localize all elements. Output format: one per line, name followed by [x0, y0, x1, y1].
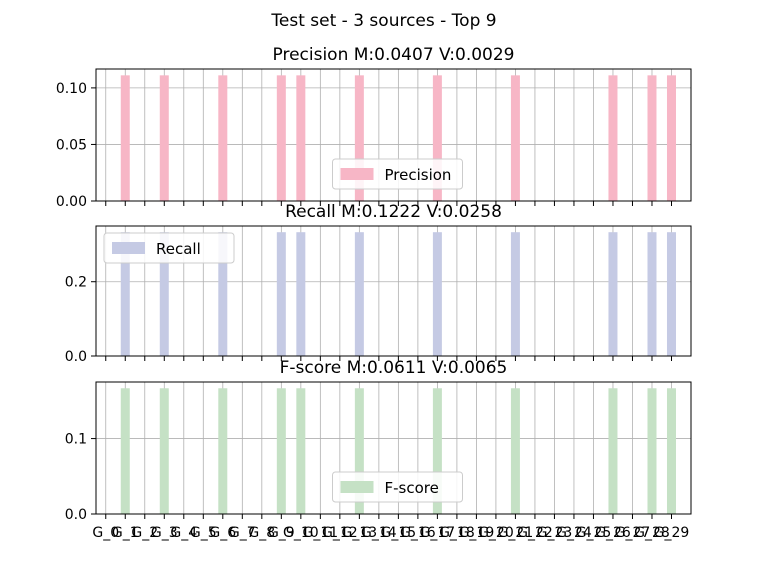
x-tick-label: G_26	[595, 525, 631, 541]
x-tick-label: G_19	[459, 525, 495, 541]
x-tick-label: G_15	[381, 525, 417, 541]
bar	[296, 75, 306, 201]
legend-swatch	[340, 168, 374, 180]
legend: F-score	[332, 471, 463, 503]
x-tick-label: G_24	[556, 525, 592, 541]
y-tick-label: 0.00	[56, 194, 87, 210]
bar	[608, 232, 618, 356]
bar	[666, 75, 676, 201]
x-tick-label: G_28	[634, 525, 670, 541]
x-tick-label: G_29	[654, 525, 690, 541]
bar	[218, 75, 228, 201]
x-tick-label: G_16	[400, 525, 436, 541]
legend-box	[332, 471, 463, 503]
x-tick-label: G_5	[190, 525, 217, 541]
x-tick-label: G_11	[303, 525, 339, 541]
bar	[432, 388, 442, 514]
x-tick-label: G_2	[131, 525, 158, 541]
y-tick-label: 0.2	[65, 275, 87, 291]
bar	[354, 232, 364, 356]
x-tick-label: G_4	[170, 525, 197, 541]
legend-swatch	[112, 242, 145, 254]
legend-box	[103, 232, 235, 264]
bar	[159, 75, 169, 201]
x-tick-label: G_7	[229, 525, 256, 541]
bar	[159, 232, 169, 356]
bar	[120, 388, 130, 514]
x-tick-label: G_14	[361, 525, 397, 541]
bar	[510, 388, 520, 514]
x-tick-label: G_8	[248, 525, 275, 541]
legend-swatch	[340, 481, 374, 493]
y-tick-label: 0.05	[56, 137, 87, 153]
x-tick-label: G_10	[283, 525, 319, 541]
bar	[354, 388, 364, 514]
legend-label: Recall	[156, 240, 201, 258]
legend-label: F-score	[385, 479, 439, 497]
x-tick-label: G_1	[112, 525, 139, 541]
legend: Recall	[103, 232, 235, 264]
x-tick-label: G_21	[498, 525, 534, 541]
bar	[432, 75, 442, 201]
bar	[608, 75, 618, 201]
axes-frame	[95, 381, 692, 515]
figure-suptitle: Test set - 3 sources - Top 9	[270, 11, 496, 31]
bar	[296, 232, 306, 356]
legend-label: Precision	[385, 166, 452, 184]
bar	[354, 75, 364, 201]
bar	[647, 75, 657, 201]
bar	[276, 388, 286, 514]
bar	[120, 232, 130, 356]
x-tick-label: G_12	[322, 525, 358, 541]
subplot-3: 0.0 0.1 F-score M:0.0611 V:0.0065 F-score	[65, 358, 692, 523]
x-tick-label: G_9	[268, 525, 295, 541]
bar	[647, 232, 657, 356]
bar	[120, 75, 130, 201]
x-tick-label: G_0	[92, 525, 119, 541]
legend: Precision	[332, 158, 463, 190]
x-tick-label: G_3	[151, 525, 178, 541]
subplots: 0.00 0.05 0.10 Precision M:0.0407 V:0.0029 P…	[56, 45, 692, 541]
y-tick-label: 0.10	[56, 81, 87, 97]
x-tick-label: G_6	[209, 525, 236, 541]
y-tick-label: 0.0	[65, 349, 87, 365]
x-tick-label: G_18	[439, 525, 475, 541]
x-tick-labels: G_0G_1G_2G_3G_4G_5G_6G_7G_8G_9G_10G_11G_…	[92, 525, 689, 541]
bar	[218, 232, 228, 356]
axes-frame	[95, 68, 692, 202]
axes-frame	[95, 225, 692, 357]
subplot-1: 0.00 0.05 0.10 Precision M:0.0407 V:0.0029 P…	[56, 45, 692, 210]
bar	[510, 75, 520, 201]
x-tick-label: G_20	[478, 525, 514, 541]
bar	[276, 232, 286, 356]
x-tick-label: G_27	[615, 525, 651, 541]
subplot-title: Precision M:0.0407 V:0.0029	[273, 45, 515, 65]
subplot-2: 0.0 0.2 Recall M:0.1222 V:0.0258 Recall	[65, 202, 692, 365]
bar	[510, 232, 520, 356]
subplot-title: Recall M:0.1222 V:0.0258	[285, 202, 502, 222]
bar	[647, 388, 657, 514]
x-tick-label: G_13	[342, 525, 378, 541]
bar	[159, 388, 169, 514]
bar	[608, 388, 618, 514]
y-tick-label: 0.1	[65, 432, 87, 448]
bar	[432, 232, 442, 356]
legend-box	[332, 158, 463, 190]
x-tick-label: G_22	[517, 525, 553, 541]
bar	[218, 388, 228, 514]
x-tick-label: G_25	[576, 525, 612, 541]
y-tick-label: 0.0	[65, 507, 87, 523]
bar	[666, 232, 676, 356]
subplot-title: F-score M:0.0611 V:0.0065	[280, 358, 508, 378]
bar	[296, 388, 306, 514]
bar	[276, 75, 286, 201]
x-tick-label: G_23	[537, 525, 573, 541]
bar	[666, 388, 676, 514]
x-tick-label: G_17	[420, 525, 456, 541]
